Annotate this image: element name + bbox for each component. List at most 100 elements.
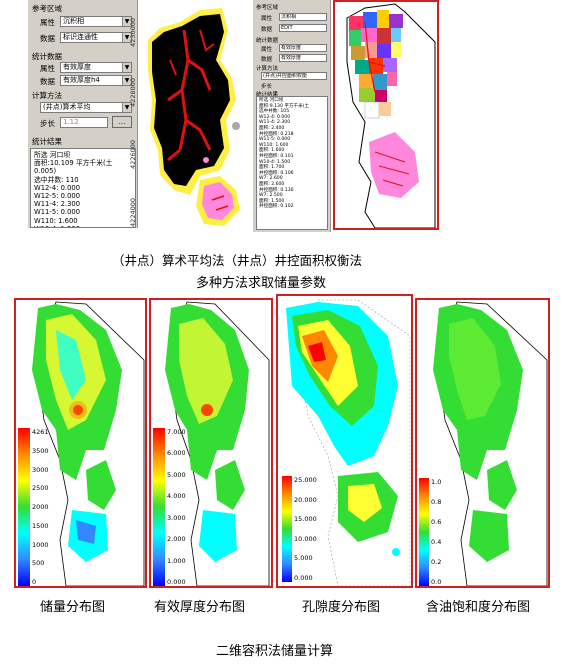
legend-tick-label: 25.000: [294, 476, 317, 484]
legend-tick-label: 3000: [32, 465, 49, 474]
reference-group-title: 参考区域: [256, 5, 279, 11]
porosity-map-canvas: [286, 299, 411, 586]
porosity-map-caption: 孔隙度分布图: [302, 600, 381, 615]
thickness-map-canvas: [165, 301, 270, 586]
chevron-down-icon[interactable]: ▼: [122, 33, 131, 42]
result-line: 井控面积: 0.106: [259, 170, 294, 176]
legend-tick-label: 1.0: [431, 478, 442, 486]
stat-attr-label: 属性: [40, 64, 55, 73]
legend-tick-label: 0.8: [431, 498, 442, 506]
method-select[interactable]: (井点)算术平均 ▼: [40, 102, 132, 113]
method-select[interactable]: (井点)井控面积权衡: [261, 72, 327, 80]
reserves-map-canvas: [32, 301, 145, 586]
stat-attr-select[interactable]: 有效厚度: [279, 44, 327, 52]
methods-subcaption: 多种方法求取储量参数: [196, 276, 327, 291]
data-label: 数据: [40, 34, 55, 43]
stat-group-title: 统计数据: [256, 38, 279, 44]
facies-map-arithmetic: [140, 0, 250, 232]
saturation-map-canvas: [433, 301, 548, 586]
reserves-map: 4261 3500 3000 2500 2000 1500 1000 500 0: [14, 298, 147, 588]
result-group-title: 统计结果: [256, 92, 279, 98]
legend-tick-label: 6.000: [167, 449, 186, 458]
result-line: W12-4: 0.000: [34, 183, 81, 192]
legend-tick-label: 5.000: [167, 470, 186, 479]
saturation-map: 1.0 0.8 0.6 0.4 0.2 0.0: [415, 298, 550, 588]
facies-map-weighted-canvas: [346, 3, 436, 228]
legend-tick-label: 2500: [32, 484, 49, 493]
attr-label: 属性: [40, 18, 55, 27]
result-line: 所选 河口坝: [34, 151, 71, 159]
data-select[interactable]: 标识连通性 ▼: [60, 32, 132, 43]
data-select[interactable]: EDIT: [279, 24, 327, 32]
stat-data-label: 数据: [40, 77, 55, 86]
y-tick: 4230000: [129, 18, 137, 47]
result-line: 井控面积: 0.102: [259, 204, 294, 210]
stat-data-select[interactable]: 有效厚度: [279, 54, 327, 62]
legend-tick-label: 0.4: [431, 538, 442, 546]
result-line: 井控面积: 0.218: [259, 131, 294, 137]
result-line: 0.005): [34, 167, 57, 176]
legend-tick-label: 5.000: [294, 554, 313, 563]
attr-select[interactable]: 沉积相 ▼: [60, 16, 132, 27]
result-line: W11-4: 2.300: [259, 120, 291, 126]
result-line: W11-4: 2.300: [34, 200, 81, 209]
result-line: W110: 1.600: [259, 142, 289, 148]
result-line: 面积: 1.600: [259, 148, 285, 154]
methods-caption: （井点）算术平均法（井点）井控面积权衡法: [112, 253, 363, 268]
chevron-down-icon[interactable]: ▼: [122, 76, 131, 85]
step-label: 步长: [261, 84, 273, 90]
legend-tick-label: 0.0: [431, 578, 442, 586]
legend-tick-label: 20.000: [294, 495, 317, 504]
result-line: W10-4: 1.500: [259, 159, 291, 165]
result-line: 井控面积: 0.130: [259, 187, 294, 193]
legend-tick-label: 2000: [32, 503, 49, 511]
stat-query-panel-2: 参考区域 属性 沉积相 数据 EDIT 统计数据 属性 有效厚度 数据 有效厚度…: [253, 0, 331, 232]
y-tick: 4224000: [129, 198, 137, 227]
reserves-color-scale: [18, 428, 30, 586]
legend-tick-label: 3500: [32, 446, 49, 455]
method-group-title: 计算方法: [256, 66, 279, 72]
stat-attr-label: 属性: [261, 47, 273, 53]
result-line: W11-5: 0.000: [259, 137, 291, 143]
bottom-title: 二维容积法储量计算: [216, 644, 334, 659]
data-label: 数据: [261, 27, 273, 33]
legend-tick-label: 0.6: [431, 518, 442, 526]
y-tick: 4228000: [129, 78, 137, 107]
saturation-map-caption: 含油饱和度分布图: [426, 600, 531, 615]
stat-data-select[interactable]: 有效厚度h4 ▼: [60, 75, 132, 86]
stat-data-label: 数据: [261, 57, 273, 63]
legend-tick-label: 0: [32, 578, 37, 586]
stat-result-textbox[interactable]: 所选 河口坝 面积:9.130 平方千米(土 选中井数: 105 W12-4: 0.0…: [256, 96, 328, 230]
step-input[interactable]: 1.12: [60, 117, 108, 128]
legend-tick-label: 3.000: [167, 513, 186, 522]
legend-tick-label: 4261: [32, 428, 49, 436]
chevron-down-icon[interactable]: ▼: [122, 17, 131, 26]
reference-group-title: 参考区域: [32, 4, 62, 13]
legend-tick-label: 0.000: [167, 578, 186, 586]
result-line: 选中井数: 110: [34, 175, 79, 184]
result-line: W10-4: 1.500: [34, 225, 132, 227]
result-line: 面积: 2.400: [259, 125, 285, 131]
legend-tick-label: 1.000: [167, 556, 186, 565]
stat-attr-select[interactable]: 有效厚度 ▼: [60, 62, 132, 73]
legend-tick-label: 7.000: [167, 428, 186, 436]
legend-tick-label: 15.000: [294, 515, 317, 524]
result-line: 面积: 1.500: [259, 198, 285, 204]
chevron-down-icon[interactable]: ▼: [122, 103, 131, 112]
result-line: 选中井数: 105: [259, 109, 290, 115]
facies-map-weighted: [333, 0, 439, 230]
reserves-map-caption: 储量分布图: [40, 600, 106, 615]
legend-tick-label: 500: [32, 559, 45, 568]
browse-button[interactable]: ...: [112, 116, 132, 128]
thickness-color-scale: [153, 428, 165, 586]
result-line: W7: 2.600: [259, 176, 283, 182]
result-line: 所选 河口坝: [259, 98, 284, 103]
result-line: W110: 1.600: [34, 216, 78, 225]
thickness-map: 7.000 6.000 5.000 4.000 3.000 2.000 1.000 0.000: [149, 298, 273, 588]
stat-result-textbox[interactable]: 所选 河口坝 面积:10.109 平方千米(土 0.005) 选中井数: 110 W12…: [30, 148, 136, 228]
result-line: 面积: 2.600: [259, 181, 285, 187]
chevron-down-icon[interactable]: ▼: [122, 63, 131, 72]
result-line: W11-5: 0.000: [34, 208, 81, 217]
attr-select[interactable]: 沉积相: [279, 13, 327, 21]
result-line: 面积:10.109 平方千米(土: [34, 159, 113, 168]
